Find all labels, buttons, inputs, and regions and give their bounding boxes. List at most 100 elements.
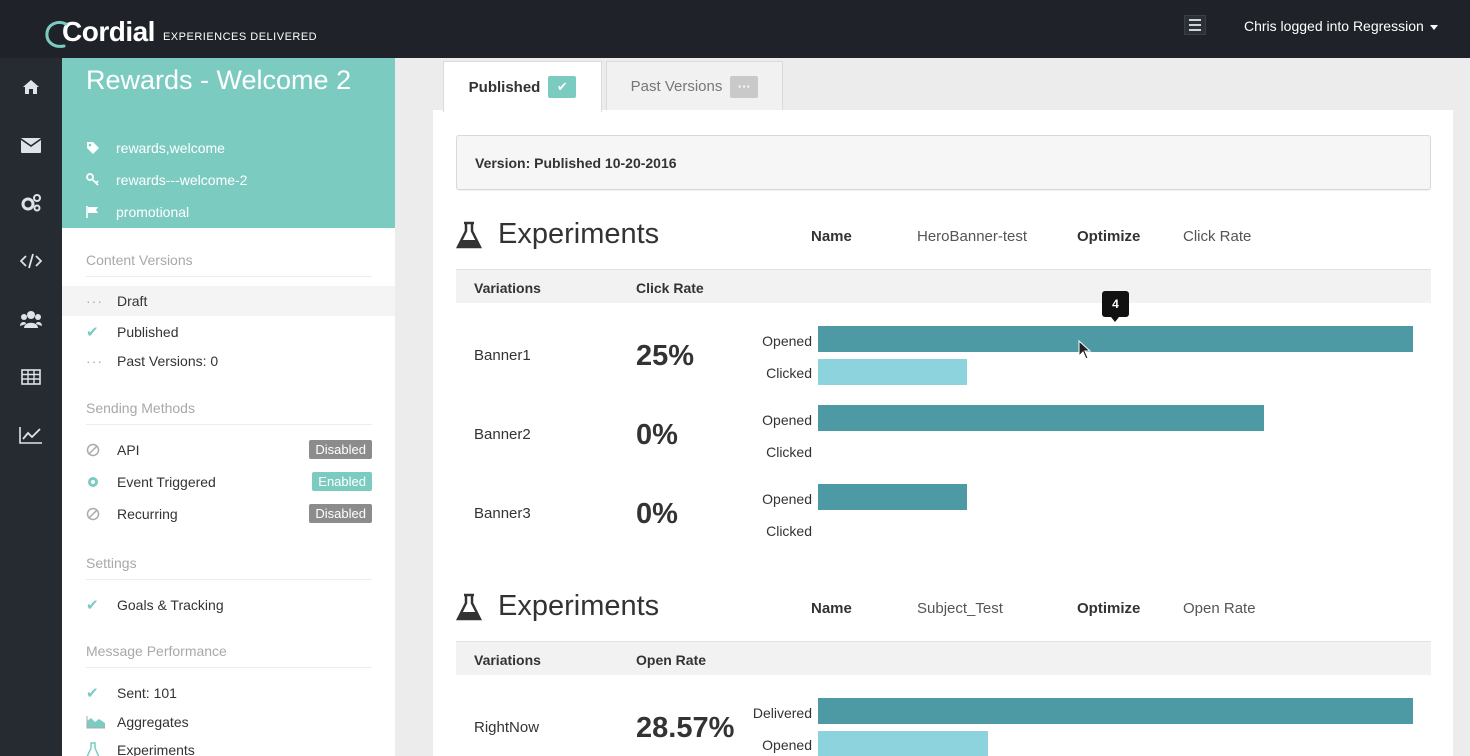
bar-opened[interactable] bbox=[818, 326, 1413, 352]
variations-header: Variations Click Rate bbox=[456, 269, 1431, 303]
sidebar-item-api[interactable]: API Disabled bbox=[86, 440, 372, 459]
experiment-optimize-label: Optimize bbox=[1077, 228, 1141, 245]
flask-icon bbox=[456, 221, 482, 248]
message-key-text: rewards---welcome-2 bbox=[116, 172, 248, 188]
home-icon bbox=[23, 80, 39, 94]
message-key: rewards---welcome-2 bbox=[86, 172, 247, 188]
sidebar-item-recurring[interactable]: Recurring Disabled bbox=[86, 504, 372, 523]
sidebar-item-aggregates[interactable]: Aggregates bbox=[86, 714, 372, 730]
bar-label: Opened bbox=[762, 333, 812, 349]
column-header-variations: Variations bbox=[474, 280, 541, 296]
gear-icon bbox=[88, 476, 98, 487]
logo-wordmark: Cordial bbox=[62, 16, 155, 47]
flask-icon bbox=[86, 742, 100, 756]
experiment-name-value: HeroBanner-test bbox=[917, 228, 1028, 245]
settings-heading: Settings bbox=[86, 555, 372, 580]
nav-contacts[interactable] bbox=[0, 290, 62, 348]
tab-label: Published bbox=[468, 78, 541, 96]
sidebar-item-sent[interactable]: ✔ Sent: 101 bbox=[86, 684, 372, 702]
variations-header: Variations Open Rate bbox=[456, 641, 1431, 675]
ellipsis-badge: ··· bbox=[730, 75, 759, 98]
nav-messages[interactable] bbox=[0, 116, 62, 174]
cloud-logo-icon bbox=[44, 18, 68, 48]
experiment-heading: Experiments bbox=[498, 218, 660, 250]
sidebar-item-label: Published bbox=[117, 324, 179, 340]
variation-rate: 25% bbox=[636, 340, 695, 372]
ban-icon bbox=[86, 507, 100, 520]
nav-reports[interactable] bbox=[0, 406, 62, 464]
sidebar-item-draft[interactable]: ··· Draft bbox=[62, 286, 395, 316]
sidebar-item-label: Aggregates bbox=[117, 714, 189, 730]
experiment-name-label: Name bbox=[811, 600, 852, 617]
sending-methods-heading: Sending Methods bbox=[86, 400, 372, 425]
content-versions-heading: Content Versions bbox=[86, 252, 372, 277]
experiment-1-title: Experiments bbox=[456, 218, 659, 251]
tab-label: Past Versions bbox=[630, 78, 723, 95]
sidebar-item-past-versions[interactable]: ··· Past Versions: 0 bbox=[86, 353, 372, 369]
bar-label: Opened bbox=[762, 412, 812, 428]
code-icon bbox=[20, 253, 42, 269]
experiment-name-value: Subject_Test bbox=[917, 600, 1003, 617]
caret-down-icon bbox=[1429, 24, 1438, 30]
variation-name: RightNow bbox=[474, 719, 540, 736]
ellipsis-icon: ··· bbox=[86, 293, 103, 309]
ban-icon bbox=[86, 443, 100, 456]
bar-opened[interactable] bbox=[818, 405, 1264, 431]
sidebar-item-label: Sent: 101 bbox=[117, 685, 177, 701]
column-header-rate: Open Rate bbox=[636, 652, 707, 668]
logo-tagline: EXPERIENCES DELIVERED bbox=[162, 31, 318, 43]
top-bar: Cordial EXPERIENCES DELIVERED Chris logg… bbox=[0, 0, 1470, 58]
users-icon bbox=[20, 311, 42, 328]
bar-opened[interactable] bbox=[818, 731, 988, 756]
bar-delivered[interactable] bbox=[818, 698, 1413, 724]
tab-past-versions[interactable]: Past Versions ··· bbox=[606, 61, 783, 111]
message-header: Rewards - Welcome 2 rewards,welcome rewa… bbox=[62, 58, 395, 228]
table-icon bbox=[21, 369, 41, 385]
status-badge: Disabled bbox=[309, 504, 372, 523]
sidebar-item-label: Experiments bbox=[117, 742, 195, 756]
experiment-optimize-label: Optimize bbox=[1077, 600, 1141, 617]
bar-opened[interactable] bbox=[818, 484, 967, 510]
variation-rate: 28.57% bbox=[636, 712, 735, 744]
flag-icon bbox=[86, 206, 98, 218]
variation-rate: 0% bbox=[636, 419, 678, 451]
gears-icon bbox=[21, 194, 41, 212]
sidebar-item-label: Event Triggered bbox=[117, 473, 216, 490]
bar-label: Opened bbox=[762, 491, 812, 507]
column-header-rate: Click Rate bbox=[636, 280, 704, 296]
user-menu[interactable]: Chris logged into Regression bbox=[1244, 18, 1438, 34]
experiment-2-title: Experiments bbox=[456, 590, 659, 623]
experiment-heading: Experiments bbox=[498, 590, 660, 622]
nav-automation[interactable] bbox=[0, 174, 62, 232]
column-header-variations: Variations bbox=[474, 652, 541, 668]
check-icon: ✔ bbox=[86, 597, 99, 614]
user-menu-label: Chris logged into Regression bbox=[1244, 18, 1424, 34]
ellipsis-icon: ··· bbox=[86, 353, 103, 369]
sidebar-item-experiments[interactable]: Experiments bbox=[86, 742, 372, 756]
status-badge: Disabled bbox=[309, 440, 372, 459]
message-category-text: promotional bbox=[116, 204, 190, 220]
area-chart-icon bbox=[86, 716, 105, 729]
message-sidebar: Rewards - Welcome 2 rewards,welcome rewa… bbox=[62, 58, 395, 756]
sidebar-item-event-triggered[interactable]: Event Triggered Enabled bbox=[86, 472, 372, 491]
sidebar-item-goals-tracking[interactable]: ✔ Goals & Tracking bbox=[86, 596, 372, 614]
menu-icon[interactable] bbox=[1184, 15, 1206, 35]
message-tags: rewards,welcome bbox=[86, 140, 225, 156]
nav-home[interactable] bbox=[0, 58, 62, 116]
variation-rate: 0% bbox=[636, 498, 678, 530]
bar-tooltip: 4 bbox=[1102, 291, 1129, 322]
tab-published[interactable]: Published ✔ bbox=[443, 61, 602, 112]
message-tags-text: rewards,welcome bbox=[116, 140, 225, 156]
experiment-optimize-value: Click Rate bbox=[1183, 228, 1252, 245]
check-icon: ✔ bbox=[86, 324, 99, 341]
bar-label: Clicked bbox=[766, 365, 812, 381]
bar-label: Clicked bbox=[766, 444, 812, 460]
experiment-name-label: Name bbox=[811, 228, 852, 245]
bar-label: Opened bbox=[762, 737, 812, 753]
cordial-logo[interactable]: Cordial EXPERIENCES DELIVERED bbox=[44, 12, 317, 48]
message-title: Rewards - Welcome 2 bbox=[86, 65, 352, 95]
bar-clicked[interactable] bbox=[818, 359, 967, 385]
nav-code[interactable] bbox=[0, 232, 62, 290]
nav-data[interactable] bbox=[0, 348, 62, 406]
sidebar-item-published[interactable]: ✔ Published bbox=[86, 323, 372, 341]
